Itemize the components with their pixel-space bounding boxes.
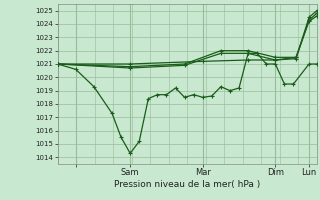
X-axis label: Pression niveau de la mer( hPa ): Pression niveau de la mer( hPa ) [114,180,260,189]
